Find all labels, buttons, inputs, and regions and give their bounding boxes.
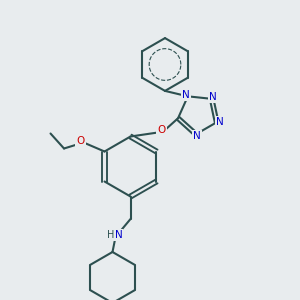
Text: O: O: [76, 136, 85, 146]
Text: N: N: [182, 90, 190, 100]
Text: H: H: [107, 230, 115, 241]
Text: N: N: [194, 131, 201, 141]
Text: N: N: [216, 117, 224, 127]
Text: O: O: [158, 125, 166, 135]
Text: N: N: [115, 230, 122, 240]
Text: N: N: [209, 92, 217, 102]
